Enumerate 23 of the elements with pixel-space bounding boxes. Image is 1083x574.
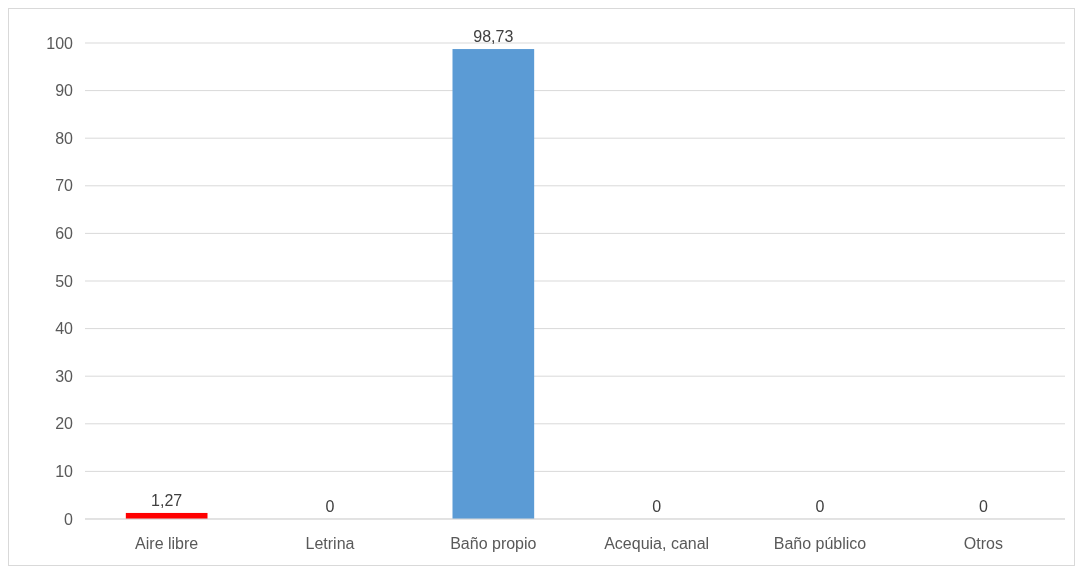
y-tick-label: 70 <box>55 177 74 195</box>
data-label: 0 <box>325 498 335 515</box>
y-tick-label: 60 <box>55 225 74 242</box>
x-tick-label: Baño público <box>773 535 867 552</box>
x-tick-label: Acequia, canal <box>604 535 710 552</box>
y-tick-label: 30 <box>55 367 74 385</box>
y-tick-label: 10 <box>55 463 74 480</box>
x-tick-label: Letrina <box>305 535 355 552</box>
x-tick-label: Otros <box>963 535 1003 552</box>
data-label: 0 <box>815 498 825 515</box>
data-label: 1,27 <box>151 491 183 509</box>
x-tick-label: Baño propio <box>450 535 537 552</box>
y-tick-label: 80 <box>55 129 74 147</box>
data-label: 0 <box>978 498 988 515</box>
y-tick-label: 0 <box>64 510 74 528</box>
y-tick-label: 20 <box>55 415 74 433</box>
y-tick-label: 90 <box>55 82 74 100</box>
y-tick-label: 100 <box>46 34 74 52</box>
x-tick-label: Aire libre <box>135 535 199 552</box>
data-label: 98,73 <box>473 28 514 46</box>
y-tick-label: 50 <box>55 272 74 290</box>
y-tick-label: 40 <box>55 320 74 338</box>
data-label: 0 <box>652 498 662 515</box>
